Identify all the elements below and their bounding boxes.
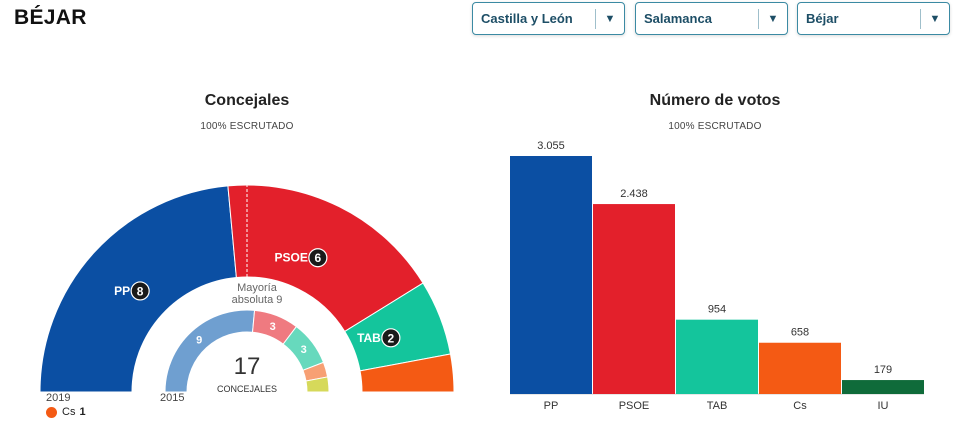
region-select[interactable]: Castilla y León ▼ — [472, 2, 625, 35]
votes-bar-chart: 3.055 PP 2.438 PSOE 954 TAB 658 Cs 179 IU — [510, 140, 924, 412]
bar-psoe[interactable] — [593, 204, 675, 394]
inner-seat-count-tab: 3 — [301, 344, 307, 356]
municipality-select-value: Béjar — [806, 11, 839, 26]
chevron-down-icon[interactable]: ▼ — [929, 12, 941, 25]
seat-label-pp: PP — [114, 284, 130, 298]
seat-count-badge — [381, 328, 401, 348]
seat-count-pp: 8 — [137, 284, 144, 298]
bar-value-label-tab: 954 — [708, 304, 726, 316]
bar-value-label-cs: 658 — [791, 327, 809, 339]
bar-category-label-cs: Cs — [793, 400, 807, 412]
year-2019-label: 2019 — [46, 392, 70, 404]
majority-label-line1: Mayoría — [237, 282, 278, 294]
seats-chart-subtitle: 100% ESCRUTADO — [200, 121, 294, 132]
seat-segment-2015-other2[interactable] — [305, 376, 330, 393]
seat-count-badge — [130, 281, 150, 301]
seat-count-psoe: 6 — [315, 251, 322, 265]
select-divider — [758, 8, 759, 29]
seat-segment-2019-cs[interactable] — [359, 353, 455, 393]
bar-cs[interactable] — [759, 342, 841, 394]
bar-category-label-psoe: PSOE — [619, 400, 650, 412]
chevron-down-icon[interactable]: ▼ — [767, 12, 779, 25]
chevron-down-icon[interactable]: ▼ — [604, 12, 616, 25]
seats-2015-ring — [164, 309, 330, 393]
total-seats-value: 17 — [234, 353, 261, 380]
inner-seat-count-pp: 9 — [196, 335, 202, 347]
votes-chart-subtitle: 100% ESCRUTADO — [668, 121, 762, 132]
bar-category-label-iu: IU — [878, 400, 889, 412]
seat-label-tab: TAB — [357, 331, 381, 345]
bar-tab[interactable] — [676, 319, 758, 394]
cs-color-swatch — [46, 406, 57, 418]
select-divider — [595, 8, 596, 29]
legend-cs: Cs 1 — [46, 406, 86, 418]
seat-count-tab: 2 — [388, 331, 395, 345]
bar-category-label-pp: PP — [544, 400, 559, 412]
legend-cs-value: 1 — [79, 406, 86, 418]
seats-chart-title: Concejales — [204, 92, 290, 109]
bar-value-label-pp: 3.055 — [537, 140, 565, 152]
seat-label-psoe: PSOE — [275, 251, 308, 265]
votes-chart-title: Número de votos — [649, 92, 781, 109]
inner-seat-count-psoe: 3 — [270, 321, 276, 333]
bar-value-label-iu: 179 — [874, 364, 892, 376]
province-select[interactable]: Salamanca ▼ — [635, 2, 788, 35]
bar-pp[interactable] — [510, 156, 592, 394]
bar-value-label-psoe: 2.438 — [620, 188, 648, 200]
total-seats-label: CONCEJALES — [217, 384, 277, 394]
majority-label-line2: absoluta 9 — [232, 294, 283, 306]
legend-cs-name: Cs — [62, 406, 76, 418]
municipality-select[interactable]: Béjar ▼ — [797, 2, 950, 35]
region-select-value: Castilla y León — [481, 11, 573, 26]
province-select-value: Salamanca — [644, 11, 712, 26]
select-divider — [920, 8, 921, 29]
page-title: BÉJAR — [14, 6, 87, 29]
bar-category-label-tab: TAB — [707, 400, 728, 412]
year-2015-label: 2015 — [160, 392, 184, 404]
bar-iu[interactable] — [842, 380, 924, 394]
seat-count-badge — [308, 248, 328, 268]
seats-hemicycle-chart: Mayoría absoluta 9 17 CONCEJALES 2019 20… — [39, 184, 455, 404]
